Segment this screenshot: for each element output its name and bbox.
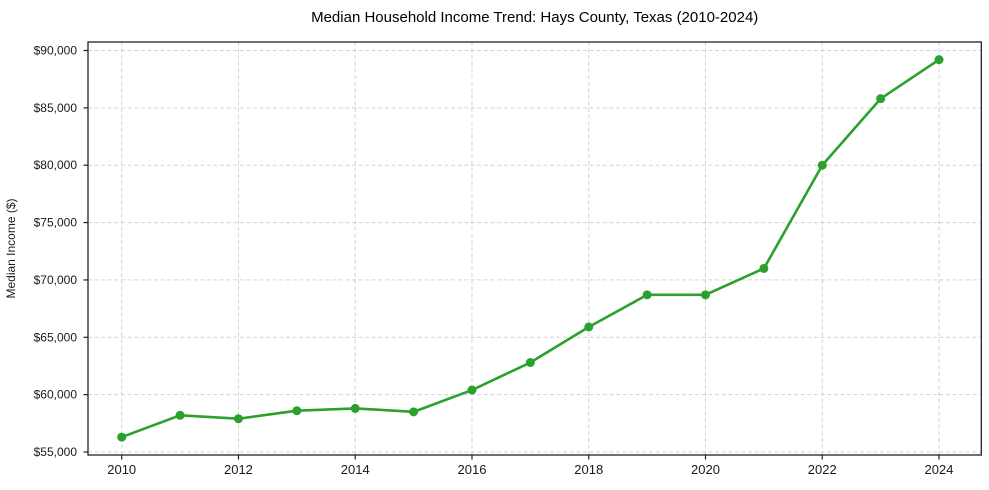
x-tick-label: 2010 <box>107 462 136 477</box>
data-point-2022 <box>817 160 827 170</box>
data-point-2020 <box>701 290 710 300</box>
income-trend-line <box>120 58 941 439</box>
x-tick-label: 2012 <box>224 462 253 477</box>
y-tick-label: $85,000 <box>34 101 78 115</box>
x-tick-label: 2016 <box>458 462 487 477</box>
x-tick-label: 2022 <box>808 462 837 477</box>
x-tick-label: 2018 <box>574 462 603 477</box>
data-point-2016 <box>467 385 477 395</box>
y-axis-label: Median Income ($) <box>4 198 18 298</box>
plot-border <box>87 41 982 456</box>
income-series <box>117 55 944 442</box>
data-point-2010 <box>117 432 127 442</box>
y-tick-label: $60,000 <box>34 388 78 402</box>
data-point-2017 <box>525 358 535 368</box>
data-point-2019 <box>642 290 652 300</box>
data-point-2014 <box>350 403 360 413</box>
y-tick-label: $90,000 <box>34 44 78 58</box>
y-tick-label: $70,000 <box>34 273 78 287</box>
data-point-2012 <box>233 414 243 424</box>
y-tick-label: $55,000 <box>34 445 78 459</box>
y-tick-label: $65,000 <box>34 330 78 344</box>
x-tick-label: 2020 <box>691 462 720 477</box>
gridlines <box>88 42 982 455</box>
data-point-2015 <box>409 407 419 417</box>
x-tick-label: 2024 <box>925 462 954 477</box>
data-point-2021 <box>759 263 769 273</box>
y-tick-label: $75,000 <box>34 216 78 230</box>
data-point-2024 <box>934 55 944 65</box>
chart-title: Median Household Income Trend: Hays Coun… <box>311 9 758 26</box>
data-point-2023 <box>876 94 886 104</box>
data-point-2018 <box>584 322 594 332</box>
y-tick-label: $80,000 <box>34 158 78 172</box>
axes: 2010 2012 2014 2016 2018 2020 2022 2024 $55,000 $… <box>34 41 982 477</box>
data-point-2011 <box>175 410 185 420</box>
data-point-2013 <box>292 406 302 416</box>
x-tick-label: 2014 <box>341 462 370 477</box>
